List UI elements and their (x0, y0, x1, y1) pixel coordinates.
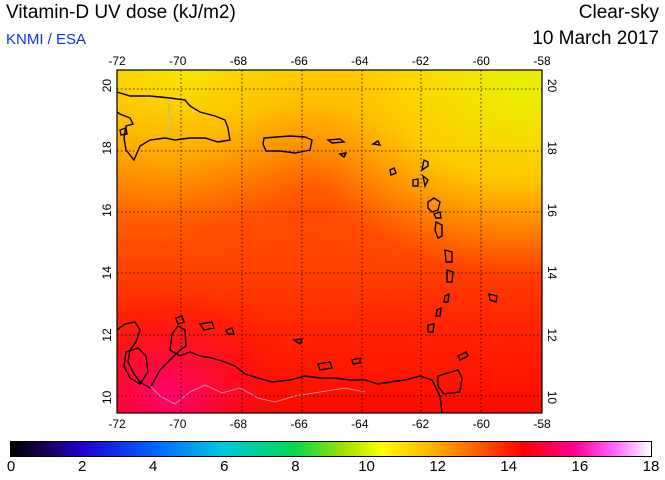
bonaire-coast (225, 327, 235, 335)
colorbar-tick-label: 14 (500, 458, 518, 475)
lat-tick-label: 10 (545, 391, 559, 405)
lat-tick-label: 14 (545, 266, 559, 280)
lat-tick-label: 16 (545, 204, 559, 218)
lat-tick-label: 10 (100, 390, 114, 404)
lon-labels-top: -72 -70 -68 -66 -64 -62 -60 -58 (108, 54, 551, 68)
lat-tick-label: 14 (100, 266, 114, 280)
lon-tick-label: -62 (412, 54, 430, 68)
lon-tick-label: -70 (169, 54, 187, 68)
small-island (119, 127, 128, 136)
date-label: 10 March 2017 (532, 28, 659, 49)
border-line (165, 99, 173, 137)
lon-tick-label: -64 (351, 54, 369, 68)
lon-tick-label: -58 (533, 417, 551, 431)
lon-tick-label: -64 (351, 417, 369, 431)
martinique-coast (444, 249, 453, 263)
lat-tick-label: 16 (100, 203, 114, 217)
small-island (338, 152, 348, 159)
graticule (117, 70, 542, 413)
lon-tick-label: -60 (473, 417, 491, 431)
lake-maracaibo-coast (123, 347, 149, 385)
colorbar-tick-label: 2 (77, 458, 87, 475)
margarita-coast (317, 361, 333, 371)
small-island (326, 138, 346, 144)
grenada-coast (427, 323, 435, 333)
lon-labels-bottom: -72 -70 -68 -66 -64 -62 -60 -58 (108, 417, 551, 431)
small-island (435, 306, 442, 317)
lon-tick-label: -58 (533, 54, 551, 68)
colorbar-tick-label: 18 (642, 458, 660, 475)
lat-tick-label: 20 (545, 79, 559, 93)
dose-field (117, 70, 542, 413)
small-island (292, 338, 304, 346)
lon-tick-label: -62 (412, 417, 430, 431)
lat-tick-label: 18 (545, 141, 559, 155)
small-island (370, 140, 382, 146)
st-vincent-coast (443, 292, 450, 303)
trinidad-coast (437, 369, 463, 395)
guadeloupe-coast (427, 197, 441, 213)
map-title: Vitamin-D UV dose (kJ/m2) (6, 2, 236, 23)
tobago-coast (457, 351, 469, 361)
aruba-coast (175, 315, 185, 325)
colorbar-tick-label: 4 (149, 458, 158, 475)
source-credit: KNMI / ESA (6, 31, 87, 48)
curacao-coast (198, 321, 215, 331)
coastlines (117, 91, 498, 413)
sky-condition-label: Clear-sky (578, 2, 659, 23)
borders (149, 99, 366, 405)
small-island (420, 158, 429, 172)
lat-tick-label: 12 (545, 328, 559, 342)
dominica-coast (434, 220, 443, 239)
colorbar-tick-label: 6 (220, 458, 229, 475)
lon-tick-label: -72 (108, 417, 126, 431)
small-island (433, 211, 442, 219)
lon-tick-label: -72 (108, 54, 126, 68)
lon-tick-label: -60 (473, 54, 491, 68)
colorbar-tick-label: 12 (429, 458, 446, 475)
st-lucia-coast (446, 269, 454, 283)
small-island (351, 357, 361, 365)
south-america-coast (117, 321, 443, 413)
colorbar-tick-label: 0 (6, 458, 16, 475)
lat-tick-label: 18 (100, 141, 114, 155)
small-island (421, 174, 429, 189)
lat-tick-label: 20 (100, 79, 114, 93)
small-island (389, 167, 397, 176)
colorbar-tick-label: 8 (291, 458, 300, 475)
lon-tick-label: -70 (169, 417, 187, 431)
barbados-coast (488, 293, 498, 303)
map-frame (116, 69, 543, 414)
lon-tick-label: -68 (230, 54, 248, 68)
lat-labels-left: 20 18 16 14 12 10 (100, 79, 114, 404)
lon-tick-label: -66 (290, 54, 308, 68)
colorbar-tick-label: 10 (358, 458, 375, 475)
border-line (149, 384, 366, 405)
lat-labels-right: 20 18 16 14 12 10 (545, 79, 559, 404)
small-island (412, 178, 419, 187)
colorbar (10, 441, 652, 457)
lon-tick-label: -66 (290, 417, 308, 431)
colorbar-tick-label: 16 (571, 458, 589, 475)
puerto-rico-coast (262, 135, 313, 154)
lon-tick-label: -68 (230, 417, 248, 431)
lat-tick-label: 12 (100, 328, 114, 342)
